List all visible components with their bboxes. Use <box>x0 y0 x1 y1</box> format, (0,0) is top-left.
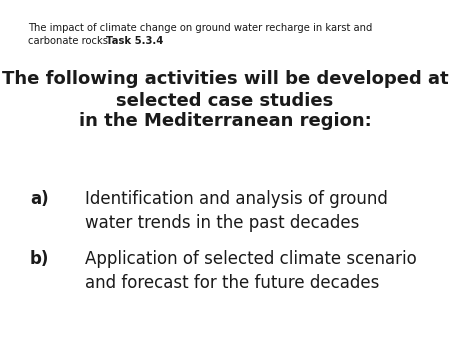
Text: a): a) <box>30 190 49 208</box>
Text: Task 5.3.4: Task 5.3.4 <box>106 36 163 46</box>
Text: The following activities will be developed at: The following activities will be develop… <box>2 70 448 88</box>
Text: Identification and analysis of ground
water trends in the past decades: Identification and analysis of ground wa… <box>85 190 388 232</box>
Text: The impact of climate change on ground water recharge in karst and: The impact of climate change on ground w… <box>28 23 373 33</box>
Text: Application of selected climate scenario
and forecast for the future decades: Application of selected climate scenario… <box>85 250 417 292</box>
Text: b): b) <box>30 250 50 268</box>
Text: selected case studies: selected case studies <box>117 92 333 110</box>
Text: in the Mediterranean region:: in the Mediterranean region: <box>79 112 371 130</box>
Text: carbonate rocks:: carbonate rocks: <box>28 36 117 46</box>
